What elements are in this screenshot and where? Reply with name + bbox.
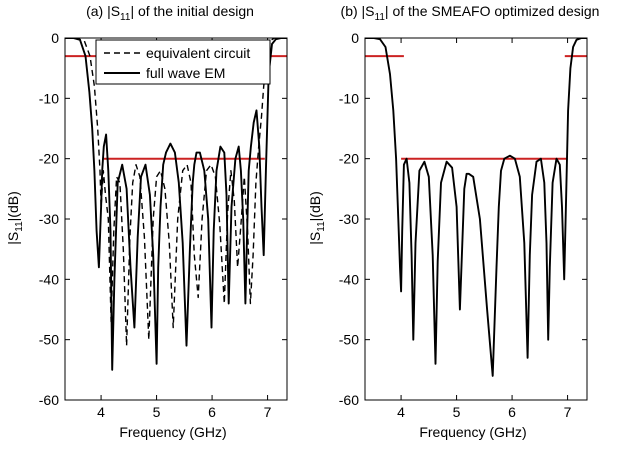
panel-a-y-tick-label: -20 — [39, 151, 59, 167]
legend-entry-equivalent-circuit: equivalent circuit — [146, 45, 250, 61]
panel-a-y-tick-label: -50 — [39, 332, 59, 348]
panel-b-y-axis-label: |S11|(dB) — [307, 191, 327, 244]
panel-b-series-response — [365, 38, 587, 377]
panel-b-y-tick-label: -30 — [339, 211, 359, 227]
panel-a-y-tick-label: -30 — [39, 211, 59, 227]
panel-b-x-tick-label: 7 — [564, 404, 572, 420]
panel-a-y-tick-label: -10 — [39, 90, 59, 106]
panel-b-title: (b) |S11| of the SMEAFO optimized design — [341, 3, 600, 23]
panel-a-legend: equivalent circuit full wave EM — [95, 39, 271, 85]
panel-a-y-axis-label: |S11|(dB) — [5, 191, 25, 244]
panel-a-y-tick-label: -40 — [39, 271, 59, 287]
legend-entry-full-wave-em: full wave EM — [146, 65, 225, 81]
panel-a: (a) |S11| of the initial design |S11|(dB… — [5, 3, 288, 440]
panel-b-y-tick-label: -50 — [339, 332, 359, 348]
panel-a-title: (a) |S11| of the initial design — [86, 3, 254, 23]
panel-a-x-tick-label: 6 — [208, 404, 216, 420]
panel-a-y-tick-label: -60 — [39, 392, 59, 408]
panel-a-y-tick-label: 0 — [51, 30, 59, 46]
panel-b-y-tick-label: -60 — [339, 392, 359, 408]
panel-b-x-tick-label: 5 — [453, 404, 461, 420]
panel-a-series-full-wave-em — [65, 38, 287, 371]
panel-b-y-tick-label: -10 — [339, 90, 359, 106]
panel-b-y-tick-label: 0 — [351, 30, 359, 46]
panel-b-x-tick-label: 4 — [397, 404, 405, 420]
panel-b-y-tick-label: -40 — [339, 271, 359, 287]
legend-box — [95, 39, 271, 85]
panel-b-y-tick-label: -20 — [339, 151, 359, 167]
panel-b: (b) |S11| of the SMEAFO optimized design… — [307, 3, 599, 440]
panel-a-series-equivalent-circuit — [65, 38, 287, 347]
panel-a-x-tick-label: 4 — [97, 404, 105, 420]
panel-b-x-axis-label: Frequency (GHz) — [419, 424, 526, 440]
panel-b-x-tick-label: 6 — [508, 404, 516, 420]
panel-a-x-tick-label: 5 — [153, 404, 161, 420]
panel-a-x-tick-label: 7 — [264, 404, 272, 420]
panel-a-x-axis-label: Frequency (GHz) — [119, 424, 226, 440]
